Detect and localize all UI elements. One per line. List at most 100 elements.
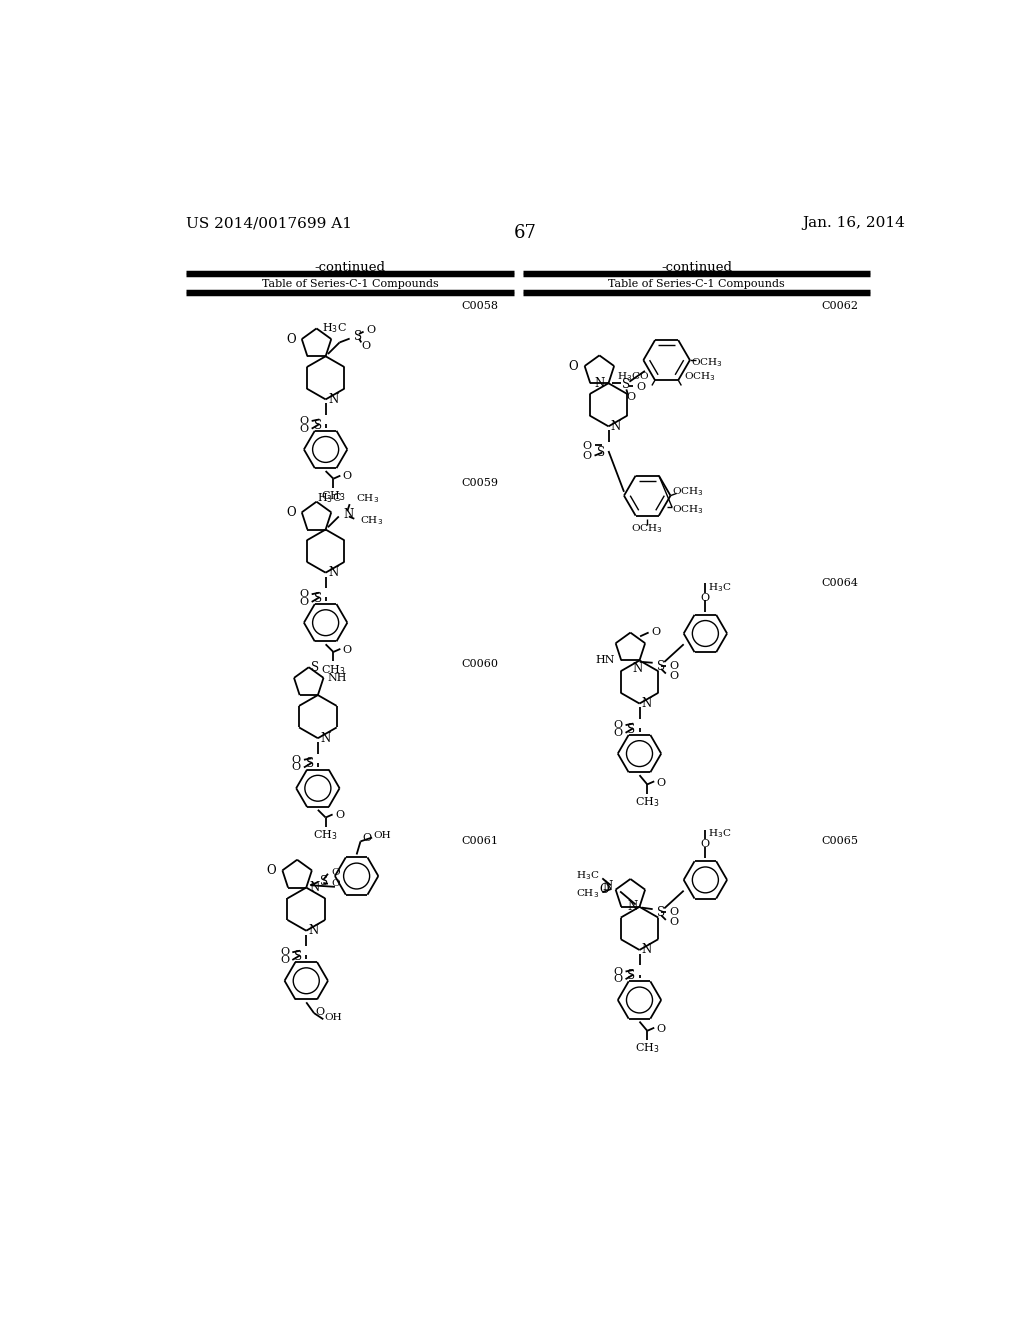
Text: OCH$_3$: OCH$_3$ — [691, 356, 723, 368]
Text: -continued: -continued — [314, 261, 386, 273]
Text: O: O — [656, 777, 666, 788]
Text: O: O — [700, 593, 710, 603]
Text: CH$_3$: CH$_3$ — [313, 829, 338, 842]
Text: O: O — [583, 441, 592, 450]
Text: S: S — [656, 907, 665, 920]
Text: O: O — [281, 948, 289, 957]
Text: N: N — [594, 376, 604, 389]
Text: S: S — [294, 950, 302, 964]
Text: Jan. 16, 2014: Jan. 16, 2014 — [802, 216, 905, 230]
Text: O: O — [343, 644, 352, 655]
Text: C0061: C0061 — [461, 836, 499, 846]
Text: NH: NH — [328, 673, 347, 682]
Text: Table of Series-C-1 Compounds: Table of Series-C-1 Compounds — [608, 280, 785, 289]
Text: N: N — [602, 879, 612, 892]
Text: O: O — [613, 721, 623, 730]
Text: S: S — [313, 591, 322, 605]
Text: H$_3$C: H$_3$C — [323, 321, 347, 335]
Text: H$_3$C: H$_3$C — [708, 828, 731, 841]
Text: H$_3$C: H$_3$C — [575, 870, 599, 883]
Text: O: O — [600, 883, 609, 896]
Text: CH$_3$: CH$_3$ — [635, 795, 659, 809]
Text: N: N — [642, 697, 652, 710]
Text: N: N — [328, 566, 338, 579]
Text: C0060: C0060 — [461, 659, 499, 669]
Text: O: O — [366, 325, 375, 335]
Text: O: O — [362, 833, 371, 842]
Text: O: O — [700, 840, 710, 850]
Text: O: O — [292, 763, 301, 772]
Text: S: S — [623, 379, 631, 391]
Text: OCH$_3$: OCH$_3$ — [672, 503, 703, 516]
Text: O: O — [613, 727, 623, 738]
Text: N: N — [309, 880, 319, 894]
Text: C0058: C0058 — [461, 301, 499, 310]
Text: C0065: C0065 — [821, 836, 859, 846]
Text: O: O — [669, 671, 678, 681]
Text: CH$_3$: CH$_3$ — [322, 663, 346, 677]
Text: N: N — [328, 393, 338, 407]
Text: S: S — [306, 758, 314, 771]
Text: -continued: -continued — [662, 261, 732, 273]
Text: O: O — [266, 863, 276, 876]
Text: N: N — [627, 900, 637, 913]
Text: N: N — [308, 924, 318, 937]
Text: C0062: C0062 — [821, 301, 859, 310]
Text: S: S — [597, 446, 604, 458]
Text: N: N — [632, 663, 642, 675]
Text: O: O — [656, 1024, 666, 1035]
Text: O: O — [292, 755, 301, 764]
Text: O: O — [669, 907, 678, 917]
Text: US 2014/0017699 A1: US 2014/0017699 A1 — [186, 216, 352, 230]
Text: CH$_3$: CH$_3$ — [356, 492, 379, 506]
Text: S: S — [628, 723, 636, 735]
Text: C0059: C0059 — [461, 478, 499, 488]
Text: O: O — [315, 1007, 325, 1016]
Text: O: O — [613, 966, 623, 977]
Text: OCH$_3$: OCH$_3$ — [672, 486, 703, 498]
Text: H$_3$C: H$_3$C — [708, 581, 731, 594]
Text: S: S — [353, 330, 361, 343]
Text: O: O — [331, 867, 340, 876]
Text: OH: OH — [325, 1014, 342, 1022]
Text: CH$_3$: CH$_3$ — [360, 513, 384, 527]
Text: S: S — [313, 418, 322, 432]
Text: O: O — [583, 450, 592, 461]
Text: O: O — [651, 627, 660, 636]
Text: O: O — [669, 661, 678, 671]
Text: S: S — [311, 661, 319, 673]
Text: N: N — [642, 944, 652, 957]
Text: CH$_3$: CH$_3$ — [322, 490, 346, 503]
Text: N: N — [321, 731, 331, 744]
Text: O: O — [331, 879, 340, 888]
Text: N: N — [611, 420, 622, 433]
Text: O: O — [286, 333, 296, 346]
Text: S: S — [628, 969, 636, 982]
Text: CH$_3$: CH$_3$ — [577, 887, 599, 900]
Text: OCH$_3$: OCH$_3$ — [632, 521, 664, 535]
Text: O: O — [636, 381, 645, 392]
Text: S: S — [321, 875, 329, 888]
Text: HN: HN — [596, 656, 615, 665]
Text: O: O — [299, 597, 308, 607]
Text: O: O — [281, 954, 289, 965]
Text: O: O — [335, 810, 344, 820]
Text: O: O — [627, 392, 636, 403]
Text: H$_3$CO: H$_3$CO — [616, 370, 649, 383]
Text: S: S — [656, 660, 665, 673]
Text: O: O — [343, 471, 352, 482]
Text: O: O — [299, 424, 308, 434]
Text: N: N — [343, 508, 353, 520]
Text: 67: 67 — [513, 224, 537, 242]
Text: Table of Series-C-1 Compounds: Table of Series-C-1 Compounds — [262, 280, 438, 289]
Text: C0064: C0064 — [821, 578, 859, 587]
Text: O: O — [361, 341, 371, 351]
Text: O: O — [299, 589, 308, 599]
Text: H$_3$C: H$_3$C — [317, 491, 342, 506]
Text: OCH$_3$: OCH$_3$ — [684, 370, 716, 383]
Text: O: O — [299, 416, 308, 426]
Text: O: O — [613, 974, 623, 985]
Text: O: O — [669, 917, 678, 927]
Text: O: O — [568, 359, 579, 372]
Text: CH$_3$: CH$_3$ — [635, 1041, 659, 1056]
